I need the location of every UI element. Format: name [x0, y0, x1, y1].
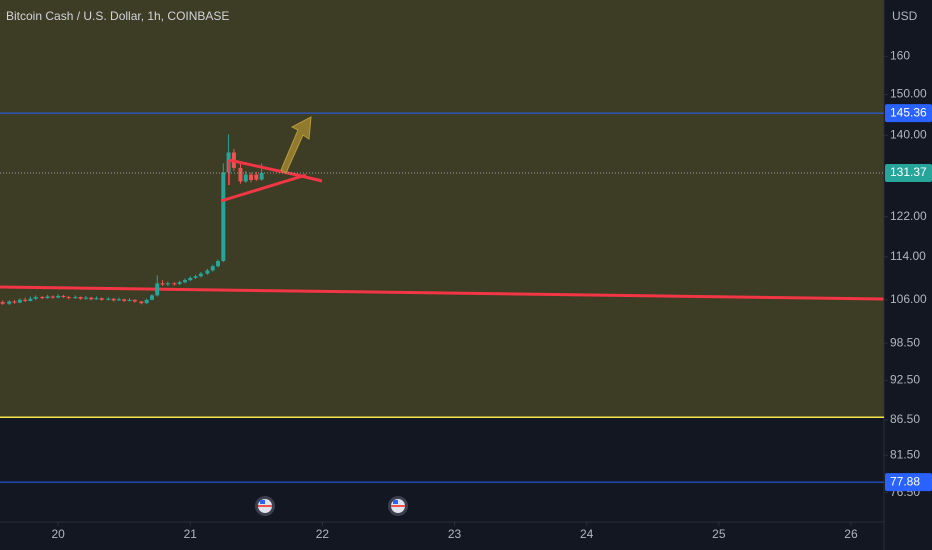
- candle-body: [221, 172, 226, 261]
- candle-body: [40, 297, 45, 299]
- candle-body: [73, 297, 78, 299]
- candle-body: [33, 297, 38, 299]
- x-tick-label: 20: [51, 527, 65, 541]
- y-tick-label: 98.50: [890, 335, 920, 349]
- candle-body: [182, 280, 187, 283]
- y-tick-label: 150.00: [890, 87, 927, 101]
- chart-title: Bitcoin Cash / U.S. Dollar, 1h, COINBASE: [6, 9, 229, 23]
- candle-body: [198, 273, 203, 277]
- event-icon[interactable]: [388, 496, 408, 516]
- candle-body: [7, 301, 12, 304]
- arrow: [280, 116, 312, 174]
- candle-body: [193, 276, 198, 278]
- candle-body: [144, 299, 149, 304]
- candle-body: [254, 174, 259, 180]
- x-tick-label: 22: [316, 527, 330, 541]
- x-tick-label: 25: [712, 527, 726, 541]
- y-axis-label: USD: [892, 9, 918, 23]
- triangle-bottom: [220, 173, 307, 203]
- trend-line: [0, 285, 885, 301]
- candle-body: [127, 299, 132, 301]
- candle-body: [66, 297, 71, 299]
- price-tag: [885, 473, 932, 492]
- event-icon[interactable]: [255, 496, 275, 516]
- candle-body: [188, 277, 193, 281]
- candle-body: [238, 167, 243, 182]
- candle-body: [216, 260, 221, 267]
- y-tick-label: 140.00: [890, 127, 927, 141]
- triangle-top: [228, 158, 323, 183]
- x-tick-label: 21: [184, 527, 198, 541]
- candle-body: [139, 301, 144, 304]
- y-tick-label: 86.50: [890, 412, 920, 426]
- x-tick-label: 23: [448, 527, 462, 541]
- candle-body: [149, 295, 154, 300]
- price-tag-label: 77.88: [890, 474, 920, 488]
- candle-body: [132, 299, 137, 302]
- candle-body: [155, 283, 160, 296]
- candle-body: [12, 301, 17, 303]
- price-tag: [885, 163, 932, 182]
- y-axis-panel: [884, 0, 932, 550]
- candle-body: [45, 296, 50, 299]
- y-tick-label: 160: [890, 49, 910, 63]
- candle-body: [116, 299, 121, 301]
- candle-body: [249, 174, 254, 181]
- candle-body: [61, 295, 66, 298]
- candle-body: [122, 299, 127, 301]
- candle-body: [94, 298, 99, 300]
- x-tick-label: 26: [844, 527, 858, 541]
- candle-body: [28, 298, 33, 301]
- candle-body: [17, 299, 22, 303]
- y-tick-label: 81.50: [890, 447, 920, 461]
- candle-body: [0, 302, 5, 304]
- price-tag: [885, 104, 932, 123]
- candle-body: [205, 270, 210, 274]
- price-tag-label: 145.36: [890, 105, 927, 119]
- x-tick-label: 24: [580, 527, 594, 541]
- candle-body: [23, 299, 28, 301]
- candle-body: [243, 174, 248, 182]
- candle-body: [83, 297, 88, 299]
- candle-body: [99, 298, 104, 300]
- candle-body: [210, 266, 215, 271]
- candle-body: [106, 298, 111, 300]
- y-tick-label: 114.00: [890, 249, 926, 263]
- candle-body: [259, 172, 264, 180]
- candle-body: [172, 283, 177, 285]
- candle-body: [111, 298, 116, 301]
- candle-body: [177, 282, 182, 284]
- y-tick-label: 92.50: [890, 373, 920, 387]
- candle-body: [78, 297, 83, 299]
- candle-body: [160, 283, 165, 285]
- candle-body: [56, 295, 61, 298]
- y-tick-label: 106.00: [890, 292, 927, 306]
- candle-body: [89, 297, 94, 300]
- y-tick-label: 122.00: [890, 209, 927, 223]
- price-tag-label: 131.37: [890, 165, 927, 179]
- zone: [0, 0, 884, 418]
- candle-body: [165, 283, 170, 285]
- candle-body: [50, 296, 55, 298]
